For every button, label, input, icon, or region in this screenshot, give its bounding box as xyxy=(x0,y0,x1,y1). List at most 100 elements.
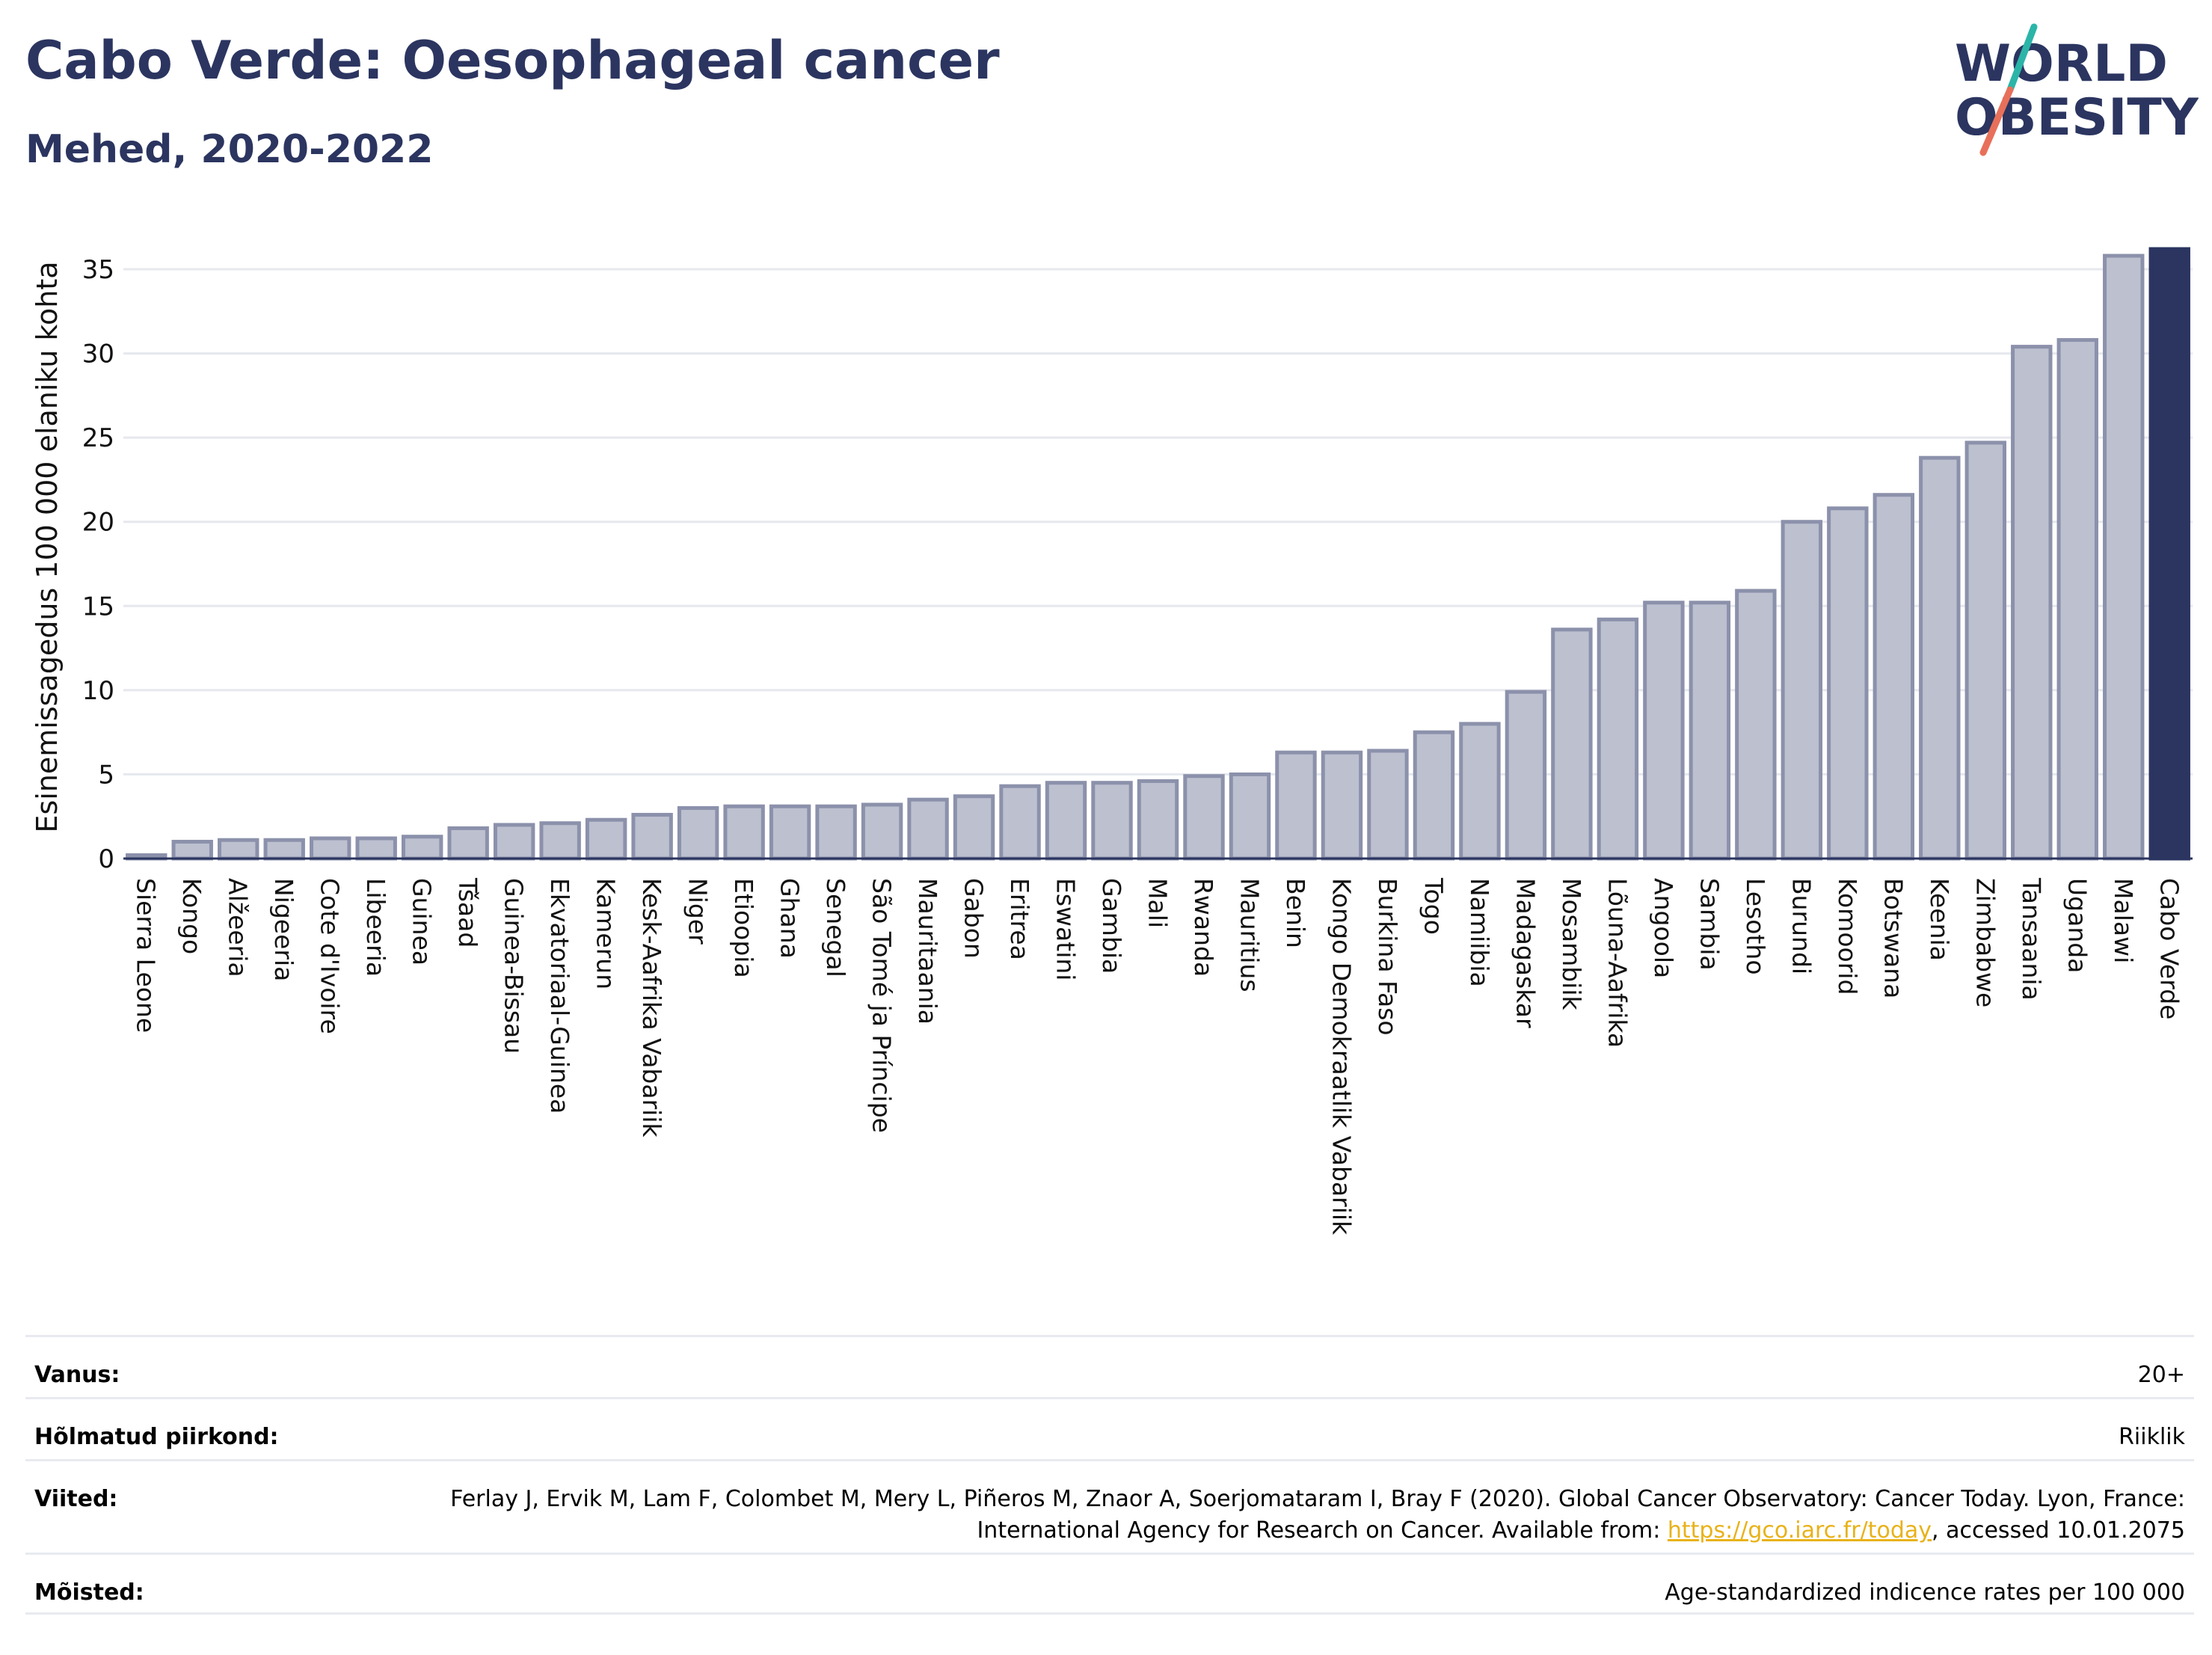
y-tick-label: 15 xyxy=(82,592,114,621)
bar[interactable] xyxy=(218,838,259,861)
bar[interactable] xyxy=(355,836,397,861)
x-tick-label: Cote d'Ivoire xyxy=(316,878,345,1034)
bar[interactable] xyxy=(1367,749,1409,861)
bar[interactable] xyxy=(2011,345,2053,861)
bar[interactable] xyxy=(953,794,995,861)
x-tick-label: Guinea xyxy=(408,878,437,965)
bar[interactable] xyxy=(1505,690,1547,861)
bar[interactable] xyxy=(1827,506,1869,861)
x-tick-label: Gambia xyxy=(1097,878,1126,974)
x-tick-label: Mali xyxy=(1143,878,1173,928)
references-link[interactable]: https://gco.iarc.fr/today xyxy=(1667,1517,1932,1544)
logo-slash-teal xyxy=(2006,23,2038,93)
y-axis-ticks: 0 5 10 15 20 25 30 35 xyxy=(82,255,114,874)
bar[interactable] xyxy=(447,826,489,861)
x-tick-label: Alžeeria xyxy=(224,878,253,977)
bar[interactable] xyxy=(1459,722,1501,861)
bar[interactable] xyxy=(1045,781,1087,861)
references-text: Ferlay J, Ervik M, Lam F, Colombet M, Me… xyxy=(450,1486,2185,1544)
bar[interactable] xyxy=(1964,440,2007,861)
bar[interactable] xyxy=(1919,455,1961,861)
bar[interactable] xyxy=(815,804,857,861)
bar[interactable] xyxy=(1597,617,1639,861)
meta-age-label: Vanus: xyxy=(34,1362,120,1388)
y-tick-label: 35 xyxy=(82,255,114,285)
x-tick-label: Tansaania xyxy=(2017,877,2046,1001)
x-tick-label: Senegal xyxy=(821,878,850,977)
x-tick-label: Cabo Verde xyxy=(2154,878,2184,1019)
bar[interactable] xyxy=(861,802,903,861)
references-accessed: , accessed 10.01.2075 xyxy=(1932,1517,2185,1544)
bar[interactable] xyxy=(723,804,765,861)
bar[interactable] xyxy=(1321,750,1363,861)
x-tick-label: Komoorid xyxy=(1833,878,1862,995)
bar[interactable] xyxy=(677,805,719,861)
bar[interactable] xyxy=(2056,338,2098,861)
x-tick-label: Niger xyxy=(683,878,713,945)
meta-references-label: Viited: xyxy=(34,1486,118,1512)
y-tick-label: 10 xyxy=(82,676,114,706)
bar[interactable] xyxy=(1137,779,1179,861)
world-obesity-logo: WORLD OBESITY xyxy=(1955,23,2199,156)
x-tick-label: Burkina Faso xyxy=(1373,878,1402,1036)
x-tick-label: Mosambiik xyxy=(1557,878,1586,1011)
bar[interactable] xyxy=(999,784,1041,861)
x-tick-label: Tšaad xyxy=(453,877,482,948)
bar[interactable] xyxy=(1872,493,1915,861)
bar[interactable] xyxy=(2103,254,2145,861)
bar[interactable] xyxy=(585,817,627,861)
x-tick-label: Sierra Leone xyxy=(132,878,161,1033)
x-tick-label: Togo xyxy=(1419,877,1448,935)
x-tick-label: Botswana xyxy=(1878,878,1908,998)
x-tick-label: Nigeeria xyxy=(269,878,298,981)
bar[interactable] xyxy=(1735,589,1777,861)
bar[interactable] xyxy=(309,836,351,861)
y-tick-label: 30 xyxy=(82,340,114,369)
x-tick-label: Mauritius xyxy=(1235,878,1264,992)
x-tick-label: Ghana xyxy=(775,878,805,959)
logo-text-line1: WORLD xyxy=(1955,34,2168,93)
x-tick-label: Libeeria xyxy=(361,878,390,977)
x-tick-label: São Tomé ja Príncipe xyxy=(867,878,897,1133)
bar[interactable] xyxy=(2148,247,2190,861)
x-tick-label: Gabon xyxy=(959,878,989,959)
bar[interactable] xyxy=(1413,730,1455,861)
meta-row-definitions: Mõisted: Age-standardized indicence rate… xyxy=(25,1553,2194,1615)
bar[interactable] xyxy=(631,812,673,861)
x-tick-label: Etioopia xyxy=(729,878,758,978)
x-tick-label: Sambia xyxy=(1695,878,1724,971)
y-tick-label: 25 xyxy=(82,423,114,453)
x-tick-label: Uganda xyxy=(2062,878,2092,973)
bar[interactable] xyxy=(1229,772,1271,861)
chart-title: Cabo Verde: Oesophageal cancer xyxy=(25,30,1000,91)
bar[interactable] xyxy=(539,821,581,861)
y-tick-label: 20 xyxy=(82,508,114,538)
x-tick-label: Kesk-Aafrika Vabariik xyxy=(637,878,666,1137)
bar[interactable] xyxy=(907,797,949,861)
bar[interactable] xyxy=(401,835,443,861)
x-tick-label: Lesotho xyxy=(1741,878,1770,975)
x-tick-label: Benin xyxy=(1281,878,1310,948)
bar[interactable] xyxy=(493,823,535,861)
bar[interactable] xyxy=(1183,774,1225,861)
bar[interactable] xyxy=(1551,627,1593,861)
bar[interactable] xyxy=(769,804,811,861)
y-tick-label: 5 xyxy=(98,760,114,790)
x-tick-label: Malawi xyxy=(2109,878,2138,963)
bars xyxy=(126,247,2190,861)
bar[interactable] xyxy=(1643,601,1685,861)
x-tick-label: Kamerun xyxy=(592,878,621,989)
bar[interactable] xyxy=(1689,601,1731,861)
bar[interactable] xyxy=(1781,520,1823,861)
bar-chart: 0 5 10 15 20 25 30 35 Sierra Leone Kongo Alžeeria… xyxy=(31,247,2193,1235)
x-tick-label: Ekvatoriaal-Guinea xyxy=(545,878,574,1114)
bar[interactable] xyxy=(1091,781,1133,861)
meta-row-region: Hõlmatud piirkond: Riiklik xyxy=(25,1397,2194,1459)
x-tick-label: Rwanda xyxy=(1189,878,1218,977)
bar[interactable] xyxy=(263,838,305,861)
x-axis-labels: Sierra Leone Kongo Alžeeria Nigeeria Cote d'… xyxy=(132,877,2184,1235)
bar[interactable] xyxy=(171,839,213,861)
logo-slash-red xyxy=(1979,86,2014,156)
bar[interactable] xyxy=(1275,750,1317,861)
meta-definitions-value: Age-standardized indicence rates per 100… xyxy=(1665,1579,2185,1606)
